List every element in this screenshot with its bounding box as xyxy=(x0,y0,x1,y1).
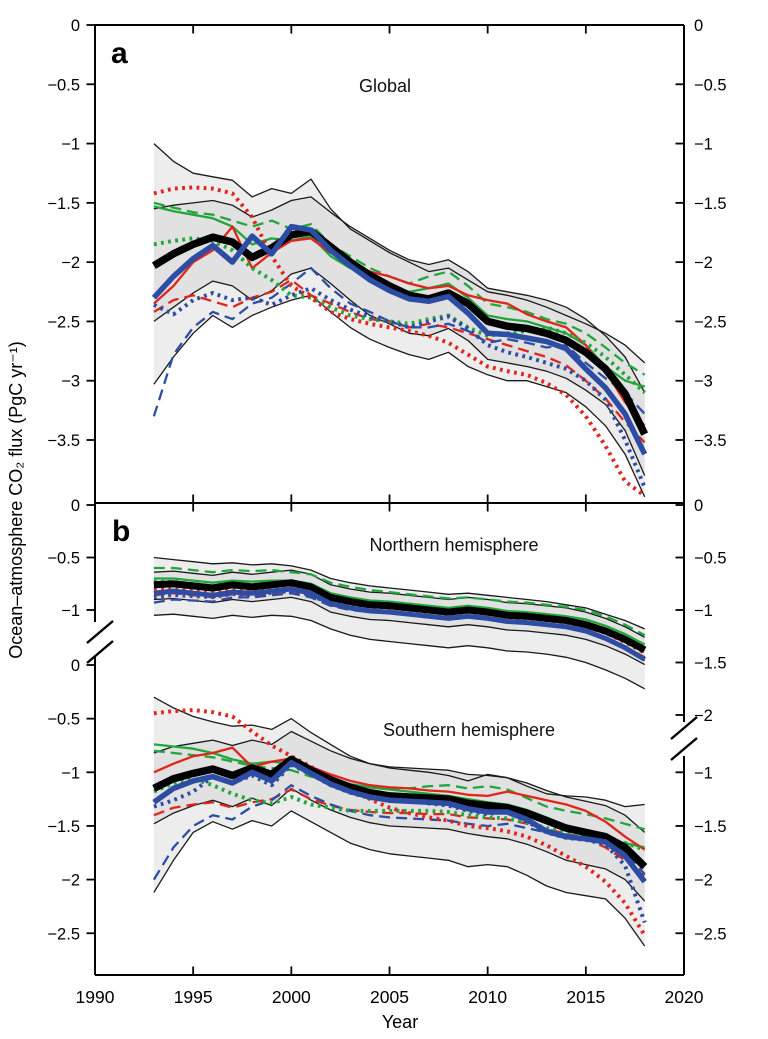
svg-text:2005: 2005 xyxy=(370,987,409,1007)
uncertainty-outer-lower-line xyxy=(153,613,646,690)
axes: 0 −0.5 −1 −1.5 −2 −2.5 −3 −3.5 0 −0.5 −1 −1.5 −2 −2.5… xyxy=(47,17,726,1007)
panel-b-letter: b xyxy=(112,515,131,548)
svg-text:0: 0 xyxy=(694,17,703,35)
left-axis-break-mark xyxy=(86,620,114,644)
svg-text:−0.5: −0.5 xyxy=(47,76,80,94)
svg-text:−1.5: −1.5 xyxy=(47,195,80,213)
series-blue-dotted xyxy=(153,286,647,489)
panel-b-northern-title: Northern hemisphere xyxy=(369,535,539,555)
svg-text:−1: −1 xyxy=(694,764,713,782)
svg-text:−2.5: −2.5 xyxy=(47,925,80,943)
svg-text:2010: 2010 xyxy=(468,987,507,1007)
series-sh-red-solid xyxy=(153,746,646,851)
data-layer xyxy=(152,696,648,947)
svg-text:−3.5: −3.5 xyxy=(47,432,80,450)
series-nh-thick-black-mean xyxy=(153,579,647,653)
svg-text:−1.5: −1.5 xyxy=(694,818,727,836)
svg-text:−1: −1 xyxy=(61,136,80,154)
x-axis-label: Year xyxy=(381,1012,419,1032)
series-thick-blue xyxy=(151,223,648,456)
svg-text:1990: 1990 xyxy=(76,987,115,1007)
svg-text:−2: −2 xyxy=(694,872,713,890)
uncertainty-outer-upper-line xyxy=(153,556,645,630)
svg-text:−2: −2 xyxy=(61,254,80,272)
series-red-dashed xyxy=(153,278,646,444)
svg-text:−2.5: −2.5 xyxy=(47,313,80,331)
uncertainty-inner-upper-line xyxy=(153,730,646,833)
svg-text:−2.5: −2.5 xyxy=(694,313,727,331)
svg-text:−1: −1 xyxy=(694,602,713,620)
svg-text:−1: −1 xyxy=(694,136,713,154)
uncertainty-inner-lower-line xyxy=(153,596,646,666)
uncertainty-outer-lower-line xyxy=(153,810,646,947)
svg-text:−1: −1 xyxy=(61,602,80,620)
uncertainty-inner-upper-line xyxy=(153,196,646,393)
svg-text:2020: 2020 xyxy=(665,987,704,1007)
svg-text:2015: 2015 xyxy=(566,987,605,1007)
series-sh-thick-black-mean xyxy=(152,755,648,870)
uncertainty-inner-lower-line xyxy=(153,267,646,476)
svg-text:−0.5: −0.5 xyxy=(694,550,727,568)
svg-text:−0.5: −0.5 xyxy=(47,711,80,729)
svg-text:−1: −1 xyxy=(61,764,80,782)
data-layer xyxy=(151,143,649,498)
series-green-dashed xyxy=(153,201,646,376)
right-axis-break-mark xyxy=(670,737,698,761)
svg-text:−1.5: −1.5 xyxy=(694,195,727,213)
data-layer xyxy=(153,556,647,690)
right-axis-break-mark xyxy=(670,716,698,740)
svg-text:0: 0 xyxy=(71,17,80,35)
svg-text:2000: 2000 xyxy=(272,987,311,1007)
svg-text:−2: −2 xyxy=(694,254,713,272)
series-sh-green-dotted xyxy=(153,776,646,852)
left-axis-break-mark xyxy=(86,640,114,664)
svg-text:−1.5: −1.5 xyxy=(47,818,80,836)
svg-text:−0.5: −0.5 xyxy=(694,76,727,94)
series-red-solid xyxy=(153,225,646,427)
svg-text:−3: −3 xyxy=(694,373,713,391)
svg-text:−3.5: −3.5 xyxy=(694,432,727,450)
svg-text:0: 0 xyxy=(694,497,703,515)
svg-text:1995: 1995 xyxy=(174,987,213,1007)
series-nh-thick-blue xyxy=(153,586,646,662)
panel-a-title: Global xyxy=(358,76,412,96)
svg-text:−2: −2 xyxy=(694,707,713,725)
svg-text:0: 0 xyxy=(71,497,80,515)
panel-b-southern-title: Southern hemisphere xyxy=(382,720,556,740)
series-sh-thick-blue xyxy=(152,759,647,884)
y-axis-label: Ocean–atmosphere CO₂ flux (PgC yr⁻¹) xyxy=(6,341,26,659)
svg-text:−0.5: −0.5 xyxy=(47,550,80,568)
series-thick-black-mean xyxy=(151,227,649,436)
svg-text:0: 0 xyxy=(71,657,80,675)
svg-text:−3: −3 xyxy=(61,373,80,391)
series-nh-green-dashed xyxy=(153,566,646,637)
uncertainty-inner-lower-line xyxy=(153,787,646,902)
svg-text:−1.5: −1.5 xyxy=(694,655,727,673)
svg-text:−2.5: −2.5 xyxy=(694,925,727,943)
series-nh-green-solid xyxy=(153,577,646,646)
panel-a-letter: a xyxy=(111,37,128,70)
series-sh-green-dashed xyxy=(153,749,646,831)
series-sh-blue-dashed xyxy=(152,784,646,881)
uncertainty-outer-upper-line xyxy=(153,143,646,364)
svg-text:−2: −2 xyxy=(61,872,80,890)
